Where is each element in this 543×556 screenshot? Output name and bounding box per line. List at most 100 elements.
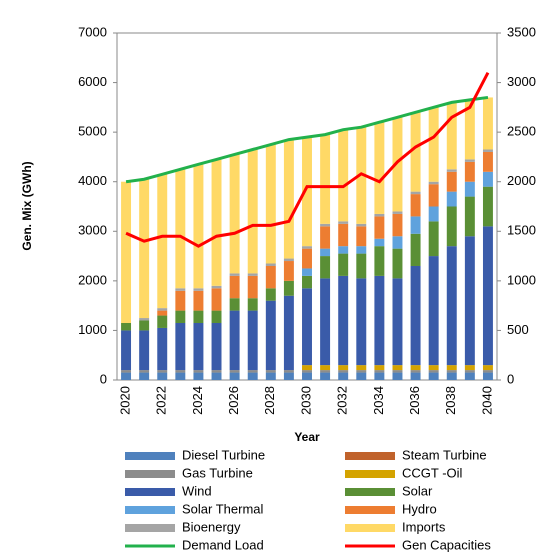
bar-segment (265, 370, 276, 373)
bar-segment (193, 372, 204, 380)
bar-segment (302, 372, 312, 380)
x-tick-label: 2022 (154, 386, 169, 415)
bar-segment (482, 171, 493, 187)
bar-segment (482, 226, 493, 366)
bar-segment (302, 365, 312, 371)
line-series (125, 71, 490, 248)
bar-segment (283, 370, 294, 373)
legend-label: Diesel Turbine (182, 447, 265, 462)
x-tick-label: 2028 (262, 386, 277, 415)
bar-segment (446, 171, 457, 192)
bar-segment (464, 365, 475, 371)
bar-segment (247, 370, 258, 373)
x-tick-label: 2040 (479, 386, 494, 415)
bar-segment (464, 161, 475, 182)
legend-label: Bioenergy (182, 519, 241, 534)
bar-segment (482, 370, 493, 373)
bar-segment (482, 151, 493, 172)
bar-segment (139, 370, 150, 373)
bar-segment (193, 310, 204, 323)
bar-segment (446, 246, 457, 366)
legend-swatch (345, 470, 395, 478)
legend-label: Gas Turbine (182, 465, 253, 480)
bar-segment (157, 308, 168, 311)
bar-segment (446, 370, 457, 373)
bar-segment (302, 275, 312, 289)
bar-segment (392, 117, 403, 212)
bar-segment (356, 253, 367, 279)
bar-segment (247, 298, 258, 311)
legend-label: Imports (402, 519, 446, 534)
bar-segment (139, 318, 150, 321)
bar-segment (211, 322, 222, 371)
bar-segment (446, 372, 457, 380)
legend-swatch (345, 506, 395, 514)
bar-segment (211, 310, 222, 323)
bar-segment (139, 372, 150, 380)
bar-segment (247, 275, 258, 299)
bar-segment (338, 223, 349, 247)
bar-segment (175, 322, 186, 371)
bar-segment (211, 288, 222, 311)
bar-segment (356, 278, 367, 366)
bar-segment (338, 365, 349, 371)
bar-segment (410, 372, 421, 380)
bar-segment (410, 265, 421, 366)
legend-swatch (125, 452, 175, 460)
bar-segment (229, 298, 240, 311)
bar-segment (374, 246, 385, 276)
bar-segment (482, 372, 493, 380)
bar-segment (121, 330, 132, 371)
bar-segment (175, 310, 186, 323)
bar-segment (157, 327, 168, 371)
legend-label: Solar Thermal (182, 501, 264, 516)
legend-swatch (125, 524, 175, 532)
bar-segment (374, 213, 385, 217)
y2-tick-label: 500 (507, 322, 529, 337)
bar-segment (320, 372, 331, 380)
x-tick-label: 2024 (190, 386, 205, 415)
bar-segment (320, 365, 331, 371)
bar-segment (139, 320, 150, 331)
bar-segment (211, 285, 222, 289)
bar-segment (283, 261, 294, 281)
bar-segment (338, 246, 349, 254)
bar-segment (338, 253, 349, 276)
bar-segment (392, 372, 403, 380)
line-series (125, 95, 489, 184)
y2-tick-label: 3000 (507, 74, 536, 89)
bar-segment (320, 370, 331, 373)
bar-segment (482, 97, 493, 150)
bar-segment (211, 159, 222, 286)
bar-segment (410, 112, 421, 192)
x-tick-label: 2026 (226, 386, 241, 415)
legend-swatch (345, 452, 395, 460)
bar-segment (229, 154, 240, 274)
bar-segment (283, 139, 294, 259)
bar-segment (175, 169, 186, 289)
legend-swatch (345, 524, 395, 532)
bar-segment (482, 365, 493, 371)
y-tick-label: 3000 (78, 223, 107, 238)
bar-segment (374, 372, 385, 380)
bar-segment (428, 256, 439, 366)
legend-label: Solar (402, 483, 433, 498)
bar-segment (338, 370, 349, 373)
y2-tick-label: 0 (507, 371, 514, 386)
bar-segment (157, 315, 168, 328)
y-tick-label: 7000 (78, 24, 107, 39)
legend-swatch (125, 488, 175, 496)
bar-segment (229, 310, 240, 371)
bar-segment (283, 280, 294, 296)
bar-segment (193, 164, 204, 289)
bar-segment (283, 258, 294, 262)
bar-segment (247, 149, 258, 274)
y-tick-label: 2000 (78, 272, 107, 287)
bar-segment (320, 226, 331, 249)
bar-segment (175, 288, 186, 291)
bar-segment (157, 372, 168, 380)
x-tick-label: 2020 (117, 386, 132, 415)
bar-segment (356, 223, 367, 227)
